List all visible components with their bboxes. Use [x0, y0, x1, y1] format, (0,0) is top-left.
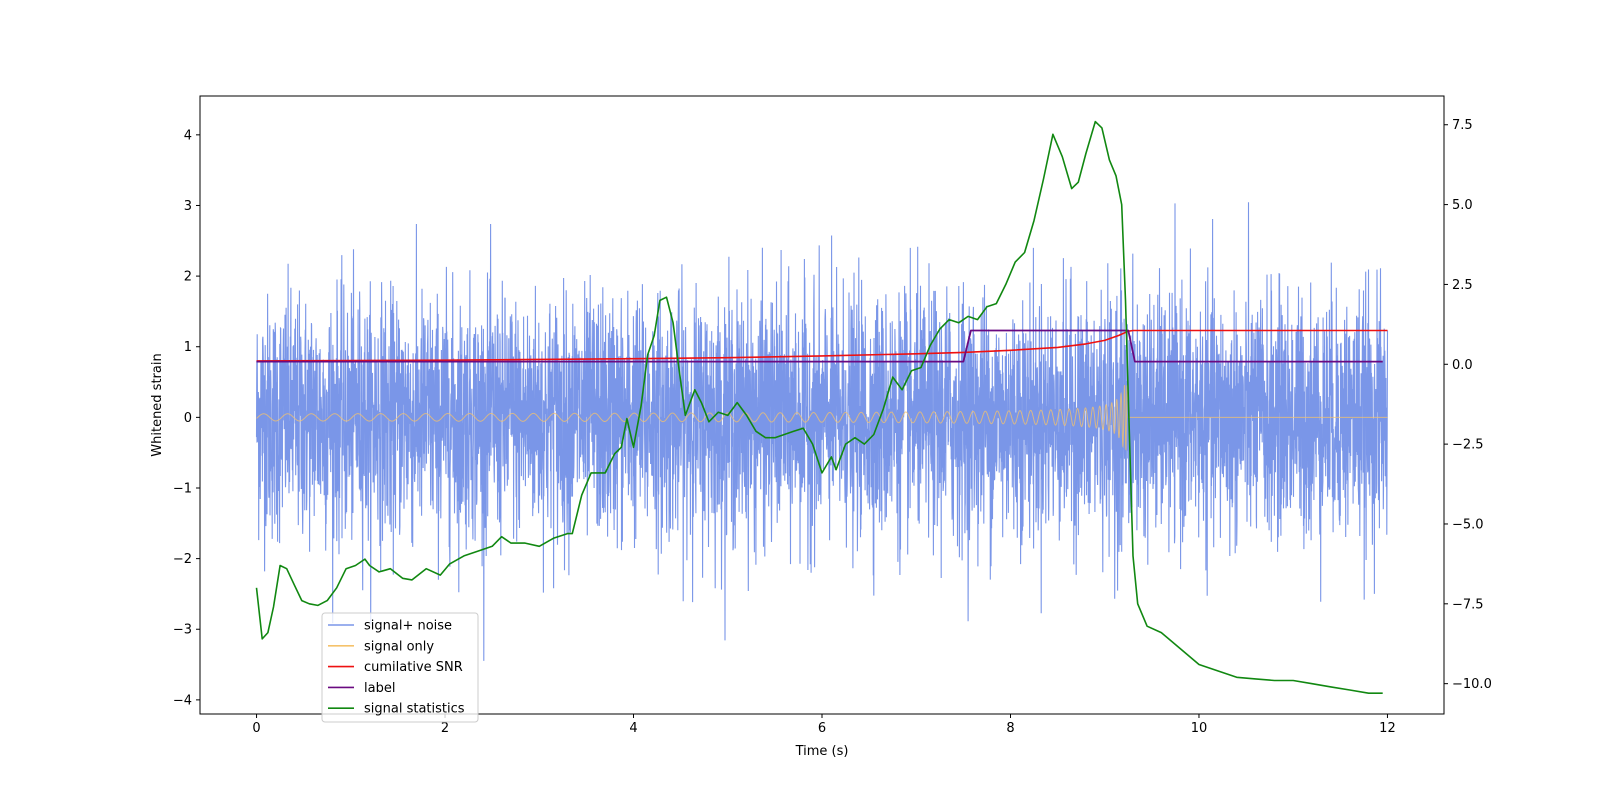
y-tick-label: −1	[173, 481, 192, 496]
y-tick-label: −2	[173, 552, 192, 567]
y-tick-label: 2	[184, 270, 192, 285]
y-tick-label: −4	[173, 693, 192, 708]
series-signal-plus-noise-line	[255, 202, 1389, 661]
series-signal-statistics-line	[255, 120, 1383, 694]
x-tick-label: 10	[1191, 721, 1208, 736]
x-tick-label: 4	[629, 721, 637, 736]
x-tick-label: 12	[1379, 721, 1396, 736]
x-axis-label: Time (s)	[795, 744, 849, 759]
series-label-line	[256, 329, 1383, 363]
y2-tick-label: −5.0	[1452, 517, 1484, 532]
y2-tick-label: 0.0	[1452, 358, 1473, 373]
y2-tick-label: −10.0	[1452, 677, 1492, 692]
y2-tick-label: −2.5	[1452, 438, 1484, 453]
y-tick-label: 0	[184, 411, 192, 426]
legend-entry-cumilative-snr-label: cumilative SNR	[364, 660, 463, 675]
legend-entry-signal-plus-noise-label: signal+ noise	[364, 619, 452, 634]
y-tick-label: −3	[173, 623, 192, 638]
y-axis-right: −10.0 −7.5 −5.0 −2.5 0.0 2.5 5.0 7.5	[1444, 118, 1492, 692]
legend-entry-signal-only-label: signal only	[364, 639, 434, 654]
series-cumilative-snr-line	[256, 329, 1388, 362]
plot-series-layer	[255, 120, 1389, 694]
x-tick-label: 8	[1006, 721, 1014, 736]
legend: signal+ noise signal only cumilative SNR la…	[321, 612, 479, 723]
y-axis-label: Whitened strain	[150, 353, 165, 456]
y-tick-label: 1	[184, 340, 192, 355]
series-signal-only-line	[256, 384, 1388, 451]
legend-box	[321, 612, 479, 723]
x-tick-label: 6	[818, 721, 826, 736]
legend-entry-signal-statistics-label: signal statistics	[364, 702, 465, 717]
x-tick-label: 2	[441, 721, 449, 736]
y-tick-label: 3	[184, 199, 192, 214]
legend-entry-label-label: label	[364, 681, 395, 696]
y-tick-label: 4	[184, 128, 192, 143]
y-axis-left: −4 −3 −2 −1 0 1 2 3 4	[173, 128, 200, 708]
y2-tick-label: −7.5	[1452, 597, 1484, 612]
y2-tick-label: 7.5	[1452, 118, 1473, 133]
x-tick-label: 0	[252, 721, 260, 736]
y2-tick-label: 2.5	[1452, 278, 1473, 293]
y2-tick-label: 5.0	[1452, 198, 1473, 213]
